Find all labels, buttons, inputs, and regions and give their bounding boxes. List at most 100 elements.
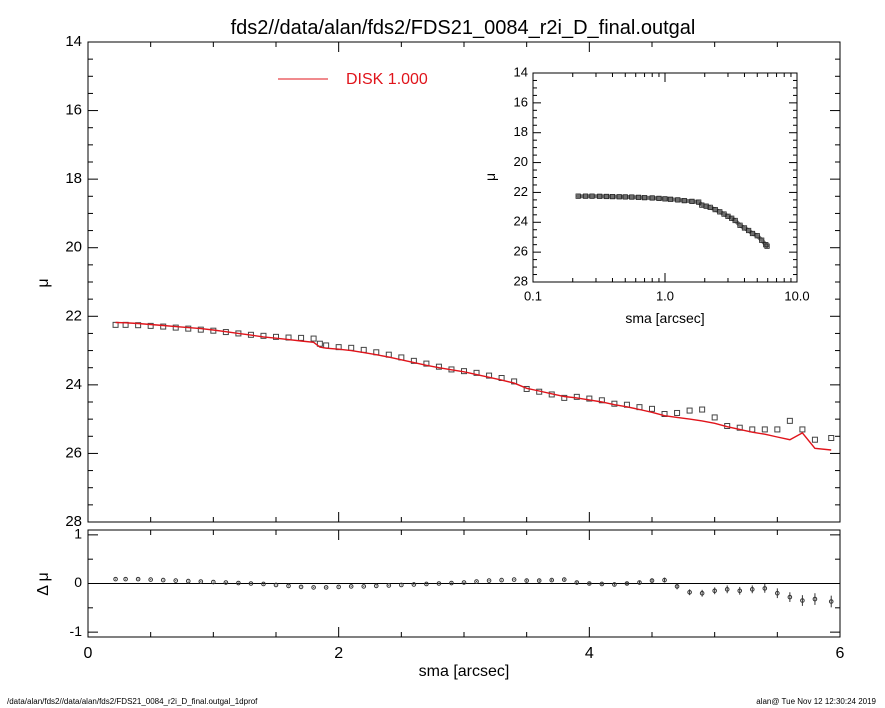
- main-data-point: [811, 436, 818, 443]
- residual-point: [486, 578, 492, 583]
- main-data-point: [828, 435, 835, 441]
- main-y-tick-label: 14: [65, 33, 82, 50]
- inset-data-point: [696, 199, 702, 205]
- residual-point: [449, 580, 454, 586]
- inset-data: [575, 193, 770, 249]
- residual-point: [399, 582, 404, 588]
- x-tick-label: 0: [84, 645, 93, 662]
- main-data-point: [586, 395, 593, 402]
- main-data-point: [147, 322, 154, 329]
- main-data-point: [598, 397, 605, 404]
- residual-point: [198, 579, 204, 584]
- residual-point: [499, 577, 504, 583]
- main-y-axis-label: μ: [35, 278, 52, 287]
- main-panel: 14 16 18 20 22 24 26 28 μ DISK 1.000: [35, 33, 841, 530]
- inset-y-tick-label: 20: [514, 154, 528, 169]
- inset-data-point: [763, 242, 769, 248]
- residual-point: [712, 588, 717, 594]
- residual-y-tick-label: 1: [74, 526, 82, 542]
- residual-point: [812, 596, 818, 602]
- residual-point: [687, 589, 692, 595]
- residual-point: [436, 581, 442, 586]
- main-data-point: [197, 326, 204, 333]
- residual-point: [135, 576, 141, 582]
- x-tick-label: 4: [585, 645, 594, 662]
- inset-data-point: [649, 195, 655, 201]
- inset-data-point: [597, 193, 603, 199]
- inset-data-point: [667, 196, 674, 202]
- main-y-tick-label: 20: [65, 239, 82, 256]
- inset-data-point: [689, 198, 695, 204]
- residual-point: [261, 581, 266, 587]
- inset-y-axis-label: μ: [482, 173, 498, 181]
- main-y-tick-label: 28: [65, 513, 82, 530]
- inset-data-point: [662, 196, 668, 202]
- inset-x-tick-label: 0.1: [524, 288, 542, 303]
- legend: DISK 1.000: [278, 71, 428, 88]
- residual-point: [624, 581, 630, 586]
- residual-point: [173, 578, 179, 583]
- residual-point: [574, 580, 580, 585]
- residual-point: [323, 585, 329, 590]
- residual-point: [762, 586, 768, 591]
- main-data-point: [711, 414, 718, 421]
- residual-point: [123, 576, 128, 582]
- residual-point: [461, 580, 467, 585]
- main-data-point: [786, 417, 793, 424]
- main-y-tick-label: 24: [65, 376, 82, 393]
- inset-data-point: [629, 194, 635, 200]
- main-data-point: [661, 411, 668, 417]
- main-data-point: [511, 378, 518, 385]
- inset-x-tick-label: 1.0: [656, 288, 674, 303]
- main-data-point: [260, 332, 267, 339]
- residual-point: [699, 590, 705, 596]
- legend-label: DISK 1.000: [346, 71, 428, 88]
- residual-point: [311, 585, 316, 590]
- main-y-tick-label: 16: [65, 102, 82, 119]
- residual-point: [424, 581, 429, 587]
- residual-y-tick-label: 0: [74, 574, 82, 590]
- x-axis-label: sma [arcsec]: [419, 663, 510, 680]
- residual-point: [113, 576, 118, 582]
- main-data-point: [112, 321, 119, 328]
- inset-data-point: [746, 227, 752, 234]
- disk-model-line: [115, 321, 832, 451]
- x-tick-label: 2: [334, 645, 343, 662]
- x-tick-label: 6: [836, 645, 845, 662]
- inset-ticks: 0.1 1.0 10.0 14 16 18 20 22 24 26 28: [514, 64, 810, 303]
- residual-point: [348, 584, 354, 589]
- inset-data-point: [675, 197, 681, 203]
- residual-point: [828, 599, 834, 604]
- residual-point: [298, 584, 304, 590]
- inset-y-tick-label: 22: [514, 184, 528, 199]
- residual-point: [223, 580, 229, 585]
- inset-data-point: [616, 194, 622, 200]
- main-data-point: [799, 426, 806, 433]
- main-data-point: [410, 357, 417, 364]
- main-data-point: [473, 369, 480, 376]
- inset-data-point: [589, 193, 595, 199]
- residual-point: [273, 582, 279, 588]
- inset-y-tick-label: 14: [514, 64, 528, 79]
- residual-point: [662, 577, 667, 583]
- residual-data: [88, 576, 840, 608]
- inset-data-point: [656, 195, 662, 201]
- inset-data-point: [732, 217, 738, 224]
- main-data-point: [135, 322, 142, 329]
- main-data-point: [699, 406, 706, 413]
- residual-point: [649, 578, 655, 583]
- inset-y-tick-label: 26: [514, 244, 528, 259]
- inset-profile-band: [576, 194, 769, 249]
- inset-data-point: [582, 193, 589, 199]
- main-data-point: [172, 324, 179, 331]
- inset-x-axis-label: sma [arcsec]: [625, 310, 704, 326]
- main-data: [112, 321, 835, 451]
- residual-point: [511, 577, 517, 582]
- residual-point: [800, 598, 805, 603]
- main-y-tick-label: 18: [65, 170, 82, 187]
- residual-point: [160, 577, 166, 583]
- inset-data-point: [764, 243, 770, 249]
- main-data-point: [573, 393, 580, 400]
- inset-data-point: [707, 204, 713, 210]
